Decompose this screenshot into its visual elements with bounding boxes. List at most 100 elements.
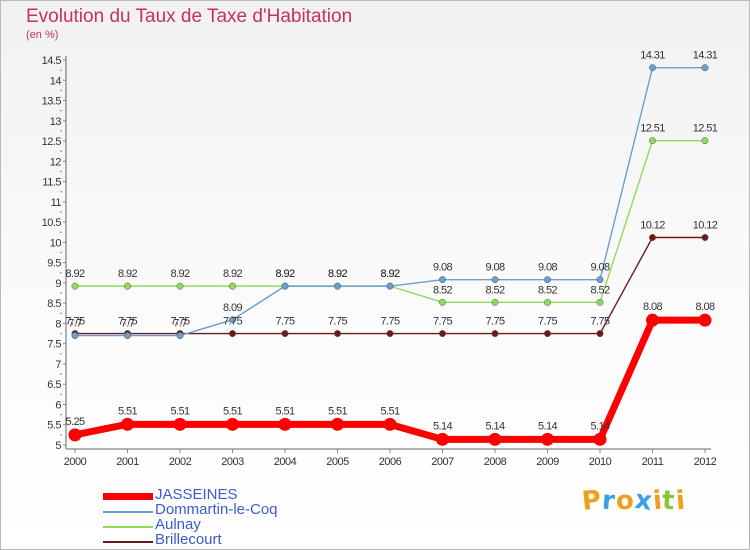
data-label-1: 7.7 [68, 318, 82, 330]
x-tick-label: 2006 [379, 456, 402, 468]
data-label-2: 8.92 [380, 268, 399, 280]
data-label-1: 8.92 [328, 268, 347, 280]
y-minor-mark [60, 292, 62, 294]
data-point-1 [491, 276, 499, 284]
data-label-2: 8.52 [590, 284, 609, 296]
y-minor-mark [60, 130, 62, 132]
y-minor-mark [60, 211, 62, 213]
data-point-2 [596, 298, 604, 306]
data-label-2: 8.92 [223, 268, 242, 280]
data-label-1: 14.31 [640, 50, 665, 62]
y-minor-mark [60, 373, 62, 375]
data-point-0 [278, 417, 292, 431]
data-point-2 [701, 137, 709, 145]
y-tick-label: 13.5 [42, 96, 62, 108]
data-label-0: 5.14 [590, 420, 609, 432]
x-tick-label: 2003 [221, 456, 244, 468]
data-point-1 [544, 276, 551, 284]
data-label-1: 9.08 [590, 262, 609, 274]
proxiti-logo: Proxiti [580, 485, 686, 517]
data-label-0: 5.14 [485, 420, 504, 432]
y-tick-label: 7.5 [47, 339, 61, 351]
y-minor-mark [60, 332, 62, 335]
y-minor-mark [60, 190, 62, 193]
data-point-2 [176, 282, 184, 290]
x-tick-label: 2007 [431, 456, 454, 468]
data-point-3 [544, 330, 551, 338]
data-label-3: 7.75 [170, 316, 189, 328]
data-point-2 [649, 137, 656, 145]
data-label-3: 7.75 [65, 316, 84, 328]
data-point-0 [173, 417, 187, 431]
data-point-0 [331, 417, 344, 431]
data-point-2 [491, 298, 499, 306]
legend-label: JASSEINES [155, 486, 238, 503]
data-point-0 [68, 428, 82, 442]
data-point-0 [488, 432, 502, 446]
data-point-1 [334, 282, 341, 290]
y-tick-label: 11.5 [42, 177, 61, 189]
y-minor-mark [60, 413, 62, 416]
data-label-1: 14.31 [693, 50, 718, 62]
y-tick-label: 7 [55, 359, 61, 371]
data-label-3: 7.75 [380, 316, 399, 328]
y-tick-label: 6 [55, 399, 61, 411]
data-label-2: 8.92 [65, 268, 84, 280]
data-point-3 [281, 330, 289, 338]
data-label-2: 8.52 [538, 284, 557, 296]
data-point-3 [701, 234, 709, 241]
data-label-1: 8.09 [223, 302, 242, 314]
data-label-0: 5.25 [65, 416, 84, 428]
y-minor-mark [60, 170, 62, 173]
data-label-1: 9.08 [538, 262, 557, 274]
data-point-1 [701, 64, 709, 72]
x-tick-label: 2012 [694, 456, 717, 468]
data-label-2: 8.52 [433, 284, 452, 296]
data-point-2 [71, 282, 79, 290]
legend-label: Brillecourt [155, 531, 222, 548]
logo-letter: P [580, 485, 604, 517]
y-tick-label: 9.5 [47, 258, 61, 270]
data-point-2 [439, 298, 446, 306]
y-minor-mark [60, 271, 62, 274]
y-minor-mark [60, 393, 62, 396]
data-label-3: 7.75 [118, 316, 137, 328]
data-point-1 [176, 332, 184, 340]
data-point-1 [124, 332, 131, 340]
x-tick-label: 2009 [536, 456, 559, 468]
data-point-0 [436, 432, 449, 446]
data-point-1 [281, 282, 289, 290]
data-label-0: 5.51 [328, 405, 347, 417]
y-minor-mark [60, 231, 62, 234]
data-point-3 [334, 330, 341, 338]
data-label-1: 9.08 [433, 262, 452, 274]
y-tick-label: 14.5 [42, 55, 62, 67]
y-tick-label: 12 [50, 156, 62, 168]
data-label-1: 8.92 [275, 268, 294, 280]
data-label-3: 10.12 [693, 220, 718, 232]
data-label-2: 8.92 [118, 268, 137, 280]
y-tick-label: 12.5 [42, 136, 62, 148]
data-point-3 [649, 234, 656, 241]
data-label-2: 12.51 [640, 123, 665, 135]
data-point-0 [646, 313, 659, 327]
series-line-1 [75, 66, 705, 337]
data-label-2: 8.92 [328, 268, 347, 280]
y-minor-mark [60, 109, 62, 112]
x-tick-label: 2008 [484, 456, 507, 468]
x-tick-label: 2010 [589, 456, 612, 468]
y-minor-mark [60, 69, 62, 71]
data-point-1 [229, 316, 236, 324]
legend-label: Dommartin-le-Coq [155, 501, 278, 518]
data-label-0: 5.51 [223, 405, 242, 417]
data-point-0 [121, 417, 134, 431]
data-label-0: 5.51 [118, 405, 137, 417]
data-label-0: 5.51 [275, 405, 294, 417]
data-point-0 [541, 432, 554, 446]
legend-swatch [103, 493, 153, 500]
y-tick-label: 10 [50, 237, 62, 249]
y-tick-label: 14 [50, 75, 62, 87]
y-minor-mark [60, 150, 62, 152]
